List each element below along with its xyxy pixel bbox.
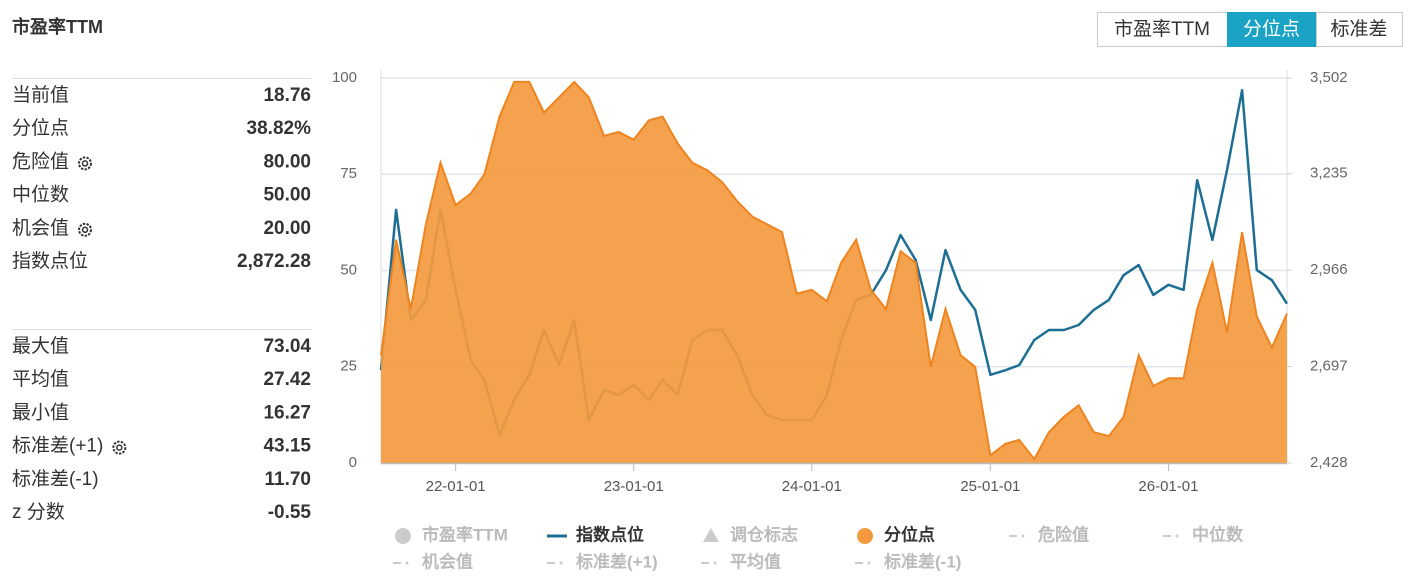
y-tick-label: 100 — [332, 69, 357, 86]
tab[interactable] — [1097, 12, 1228, 47]
x-tick-label: 25-01-01 — [960, 478, 1020, 495]
legend-label[interactable]: 指数点位 — [576, 524, 644, 544]
stat-value: 18.76 — [263, 85, 311, 106]
tab-label[interactable]: 市盈率TTM — [1114, 18, 1210, 40]
stat-label: 机会值 — [12, 217, 69, 239]
legend-label[interactable]: 中位数 — [1192, 524, 1244, 544]
y2-tick-label: 2,966 — [1310, 261, 1348, 278]
tab-label[interactable]: 分位点 — [1243, 18, 1300, 40]
stat-value: -0.55 — [268, 502, 312, 523]
legend-label[interactable]: 平均值 — [730, 551, 781, 571]
legend-marker-dot — [867, 561, 871, 565]
tab[interactable] — [1316, 12, 1403, 47]
legend-marker[interactable] — [703, 528, 719, 542]
legend-label[interactable]: 标准差(-1) — [884, 551, 961, 571]
stat-value: 27.42 — [263, 369, 311, 390]
gear-icon[interactable] — [112, 440, 127, 455]
y-tick-label: 75 — [340, 165, 357, 182]
x-tick-label: 22-01-01 — [426, 478, 486, 495]
legend-label[interactable]: 机会值 — [422, 551, 473, 571]
tab[interactable] — [1227, 12, 1317, 47]
legend-label[interactable]: 市盈率TTM — [422, 524, 508, 544]
stat-value: 11.70 — [265, 469, 312, 490]
y2-tick-label: 3,502 — [1310, 69, 1348, 86]
legend-label[interactable]: 调仓标志 — [730, 524, 798, 544]
area — [381, 81, 1287, 464]
legend-marker-dot — [559, 561, 563, 565]
stat-label: 中位数 — [12, 184, 69, 206]
legend-marker-dot — [713, 561, 717, 565]
legend-marker[interactable] — [857, 528, 873, 544]
legend-label[interactable]: 分位点 — [884, 524, 935, 544]
legend-marker[interactable] — [395, 528, 411, 544]
stat-value: 38.82% — [247, 118, 312, 139]
stat-value: 20.00 — [263, 218, 311, 239]
page-title: 市盈率TTM — [12, 16, 103, 37]
gear-icon-core — [116, 444, 123, 451]
stat-value: 73.04 — [263, 336, 311, 357]
stat-label: 平均值 — [12, 368, 69, 390]
gear-icon[interactable] — [78, 156, 93, 171]
y2-tick-label: 3,235 — [1310, 165, 1348, 182]
legend-marker-dot — [1021, 534, 1025, 538]
y-tick-label: 0 — [349, 454, 357, 471]
stat-label: 最大值 — [12, 335, 69, 357]
legend-marker-dot — [405, 561, 409, 565]
tab-label[interactable]: 标准差 — [1330, 18, 1387, 40]
stat-label: 标准差(-1) — [12, 468, 99, 490]
y2-tick-label: 2,428 — [1310, 454, 1348, 471]
stat-value: 2,872.28 — [237, 251, 311, 272]
y-tick-label: 25 — [340, 358, 357, 375]
stat-label: z 分数 — [12, 501, 65, 523]
stat-value: 50.00 — [263, 185, 311, 206]
legend-marker-dot — [1175, 534, 1179, 538]
gear-icon-core — [81, 160, 89, 167]
y-tick-label: 50 — [340, 261, 357, 278]
stat-value: 16.27 — [263, 402, 311, 423]
stat-value: 43.15 — [263, 436, 311, 457]
stat-label: 最小值 — [12, 401, 69, 423]
legend-label[interactable]: 标准差(+1) — [576, 551, 658, 571]
x-tick-label: 23-01-01 — [604, 478, 664, 495]
area-line — [380, 80, 1288, 461]
x-tick-label: 24-01-01 — [782, 478, 842, 495]
stat-label: 当前值 — [12, 84, 69, 106]
stat-label: 分位点 — [12, 117, 69, 139]
gear-icon-core — [81, 226, 89, 234]
legend-label[interactable]: 危险值 — [1037, 524, 1089, 544]
stat-label: 标准差(+1) — [12, 435, 103, 457]
stat-value: 80.00 — [263, 151, 311, 172]
x-tick-label: 26-01-01 — [1138, 478, 1198, 495]
y2-tick-label: 2,697 — [1310, 358, 1348, 375]
stat-label: 危险值 — [12, 150, 69, 172]
gear-icon[interactable] — [78, 222, 93, 237]
stat-label: 指数点位 — [12, 250, 88, 272]
